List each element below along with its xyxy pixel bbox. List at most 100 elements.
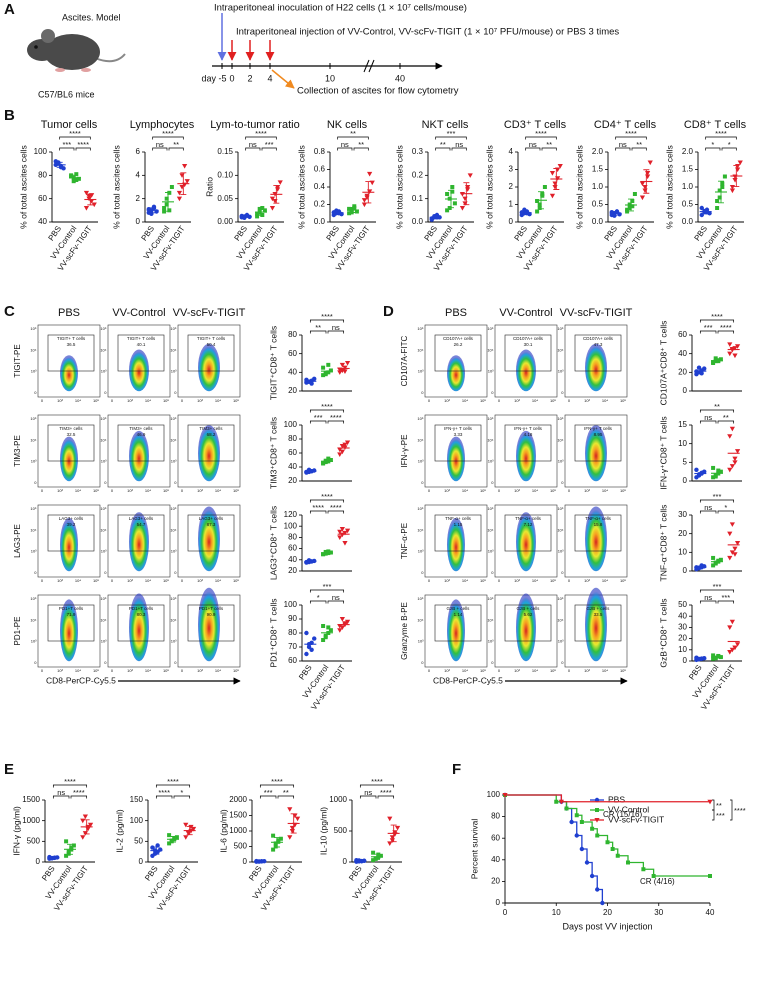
significance-label: ** bbox=[315, 323, 321, 332]
flow-gate-percent: 39.2 bbox=[67, 522, 76, 527]
panel-label: D bbox=[383, 303, 394, 320]
injection-text: Intraperitoneal injection of VV-Control,… bbox=[236, 27, 619, 38]
flow-y-tick-label: 10³ bbox=[31, 549, 37, 554]
flow-y-tick-label: 10³ bbox=[171, 369, 177, 374]
flow-x-tick-label: 10⁴ bbox=[215, 398, 221, 403]
flow-gate-name: CD107A+ cells bbox=[583, 336, 614, 341]
data-point bbox=[713, 356, 718, 361]
data-point bbox=[287, 835, 293, 840]
significance-label: **** bbox=[321, 492, 333, 501]
x-tick-label: 20 bbox=[603, 908, 612, 917]
data-point bbox=[260, 213, 265, 217]
data-point bbox=[445, 208, 450, 213]
survival-step bbox=[505, 794, 563, 802]
data-point bbox=[272, 199, 278, 204]
flow-x-tick-label: 10⁵ bbox=[163, 398, 169, 403]
flow-x-tick-label: 0 bbox=[498, 398, 501, 403]
data-point bbox=[732, 353, 738, 359]
flow-y-tick-label: 10³ bbox=[558, 369, 564, 374]
y-tick-label: 1 bbox=[509, 200, 514, 209]
data-point bbox=[727, 467, 733, 473]
y-tick-label: 1000 bbox=[22, 816, 40, 825]
data-point bbox=[716, 468, 721, 473]
y-tick-label: 50 bbox=[134, 836, 143, 845]
significance-bracket bbox=[615, 147, 631, 151]
flow-y-tick-label: 10³ bbox=[558, 549, 564, 554]
chart-title: Lymphocytes bbox=[130, 119, 195, 131]
flow-gate-percent: 36.5 bbox=[67, 342, 76, 347]
flow-x-tick-label: 0 bbox=[111, 578, 114, 583]
significance-bracket bbox=[309, 510, 327, 514]
flow-gate-name: GzB + cells bbox=[517, 606, 541, 611]
flow-x-tick-label: 10³ bbox=[57, 488, 63, 493]
data-point bbox=[727, 342, 733, 347]
y-tick-label: 0.05 bbox=[217, 194, 233, 203]
flow-y-tick-label: 0 bbox=[421, 390, 424, 395]
data-point bbox=[354, 209, 359, 214]
flow-x-tick-label: 10⁵ bbox=[550, 578, 556, 583]
data-point bbox=[554, 799, 559, 804]
flow-y-tick-label: 10³ bbox=[418, 369, 424, 374]
data-point bbox=[326, 370, 331, 375]
flow-gate bbox=[434, 334, 482, 372]
significance-label: * bbox=[728, 140, 731, 149]
data-point bbox=[718, 469, 723, 474]
data-point bbox=[344, 361, 351, 366]
flow-y-tick-label: 10³ bbox=[101, 639, 107, 644]
y-tick-label: 20 bbox=[288, 386, 297, 395]
data-point bbox=[727, 625, 733, 630]
flow-x-tick-label: 10⁴ bbox=[145, 398, 151, 403]
legend-marker bbox=[595, 808, 599, 812]
x-tick-label: 0 bbox=[503, 908, 508, 917]
data-point bbox=[272, 192, 278, 197]
chart-title: CD4⁺ T cells bbox=[594, 119, 657, 131]
y-tick-label: 40 bbox=[288, 367, 297, 376]
y-axis-label: Percent survival bbox=[469, 819, 479, 880]
flow-y-tick-label: 0 bbox=[104, 660, 107, 665]
y-tick-label: 0.0 bbox=[592, 217, 604, 226]
y-tick-label: 100 bbox=[284, 420, 298, 429]
flow-x-tick-label: 0 bbox=[498, 488, 501, 493]
flow-y-tick-label: 0 bbox=[421, 480, 424, 485]
flow-gate-percent: 1.15 bbox=[454, 522, 463, 527]
significance-label: ** bbox=[714, 402, 720, 411]
data-point bbox=[734, 642, 741, 647]
y-tick-label: 0.4 bbox=[314, 182, 326, 191]
significance-bracket bbox=[309, 330, 327, 334]
data-point bbox=[80, 818, 86, 824]
flow-y-tick-label: 10³ bbox=[171, 549, 177, 554]
data-point bbox=[188, 824, 194, 830]
flow-y-tick-label: 10⁴ bbox=[170, 347, 176, 352]
significance-bracket bbox=[699, 319, 735, 323]
x-tick-label: 30 bbox=[654, 908, 663, 917]
flow-x-tick-label: 10⁴ bbox=[215, 578, 221, 583]
data-point bbox=[732, 552, 738, 557]
significance-bracket bbox=[309, 409, 345, 413]
timeline-label: day -5 bbox=[201, 73, 226, 83]
collection-text: Collection of ascites for flow cytometry bbox=[297, 86, 459, 97]
data-point bbox=[309, 469, 314, 474]
significance-bracket bbox=[152, 147, 168, 151]
flow-x-tick-label: 10⁵ bbox=[550, 668, 556, 673]
flow-gate bbox=[117, 604, 165, 642]
y-tick-label: 20 bbox=[491, 877, 500, 886]
flow-gate-name: TNF-α+ cells bbox=[585, 516, 611, 521]
y-tick-label: 1500 bbox=[22, 795, 40, 804]
significance-bracket bbox=[155, 795, 173, 799]
data-point bbox=[711, 656, 716, 661]
data-point bbox=[735, 167, 741, 173]
flow-y-tick-label: 10⁵ bbox=[100, 416, 106, 421]
data-point bbox=[82, 831, 88, 836]
flow-density bbox=[60, 599, 78, 662]
flow-x-label: CD8-PerCP-Cy5.5 bbox=[433, 675, 503, 685]
y-tick-label: 30 bbox=[678, 510, 687, 519]
flow-x-tick-label: 10³ bbox=[444, 578, 450, 583]
significance-label: * bbox=[317, 593, 320, 602]
data-point bbox=[729, 619, 735, 625]
flow-x-tick-label: 10⁴ bbox=[145, 668, 151, 673]
data-point bbox=[271, 847, 276, 852]
data-point bbox=[729, 647, 735, 653]
flow-y-tick-label: 10⁴ bbox=[100, 437, 106, 442]
significance-bracket bbox=[245, 136, 277, 140]
flow-density bbox=[447, 517, 465, 572]
